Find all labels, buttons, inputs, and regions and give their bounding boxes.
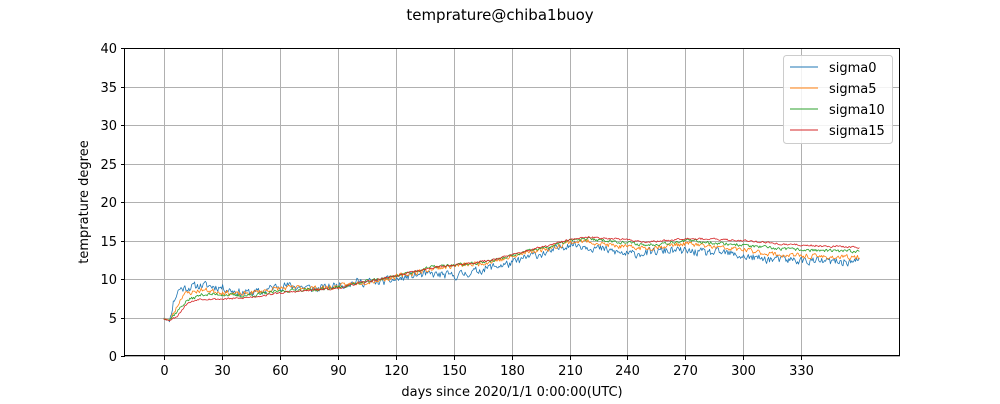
y-tick-label: 30 — [100, 119, 117, 134]
x-tick-label: 90 — [330, 364, 347, 379]
x-tick-label: 210 — [558, 364, 583, 379]
series-line-sigma10 — [163, 236, 860, 321]
legend: sigma0 sigma5 sigma10 sigma15 — [783, 55, 893, 144]
x-axis-ticks: 0 30 60 90 120 150 180 210 240 270 300 330 — [160, 356, 814, 379]
legend-box — [783, 55, 893, 144]
x-tick-label: 240 — [615, 364, 640, 379]
x-axis-label: days since 2020/1/1 0:00:00(UTC) — [401, 385, 622, 400]
series-line-sigma0 — [163, 240, 860, 323]
y-tick-label: 20 — [100, 196, 117, 211]
series-lines — [163, 236, 860, 323]
legend-label-sigma15: sigma15 — [829, 124, 885, 139]
x-tick-label: 120 — [384, 364, 409, 379]
x-tick-label: 30 — [214, 364, 231, 379]
x-tick-label: 60 — [272, 364, 289, 379]
chart-title: temprature@chiba1buoy — [406, 6, 593, 24]
x-tick-label: 330 — [789, 364, 814, 379]
y-tick-label: 5 — [109, 312, 117, 327]
x-tick-label: 180 — [500, 364, 525, 379]
series-line-sigma5 — [163, 239, 860, 322]
x-tick-label: 0 — [160, 364, 168, 379]
legend-label-sigma0: sigma0 — [829, 61, 877, 76]
y-tick-label: 35 — [100, 81, 117, 96]
y-tick-label: 40 — [100, 42, 117, 57]
series-line-sigma15 — [163, 236, 860, 322]
y-tick-label: 0 — [109, 350, 117, 365]
y-tick-label: 15 — [100, 235, 117, 250]
legend-label-sigma5: sigma5 — [829, 82, 877, 97]
y-axis-label: temprature degree — [77, 140, 92, 263]
y-tick-label: 10 — [100, 273, 117, 288]
x-tick-label: 300 — [731, 364, 756, 379]
legend-label-sigma10: sigma10 — [829, 103, 885, 118]
y-tick-label: 25 — [100, 158, 117, 173]
y-axis-ticks: 0 5 10 15 20 25 30 35 40 — [100, 42, 125, 365]
x-tick-label: 150 — [442, 364, 467, 379]
x-tick-label: 270 — [673, 364, 698, 379]
